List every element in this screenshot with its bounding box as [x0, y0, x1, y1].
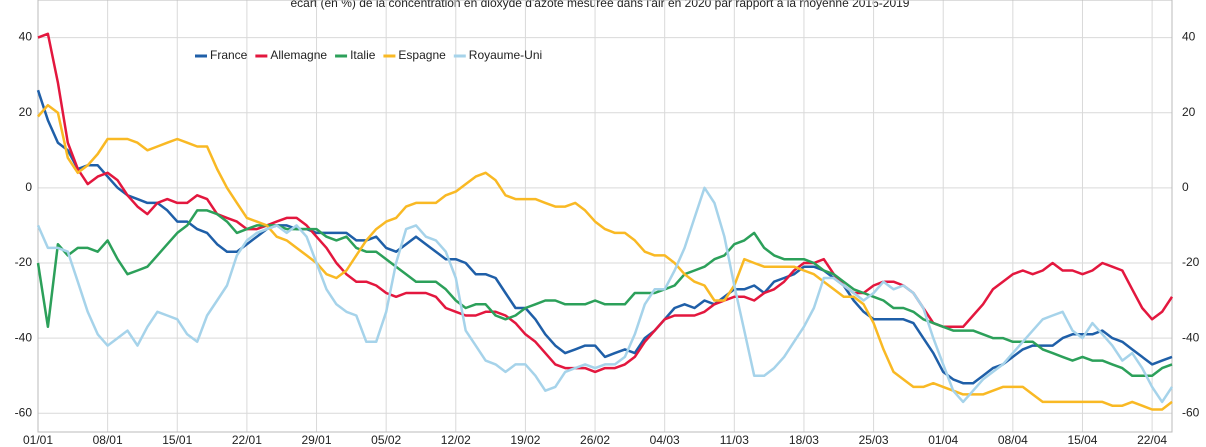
x-tick-label: 05/02 [371, 433, 401, 447]
x-tick-label: 29/01 [302, 433, 332, 447]
x-tick-label: 12/02 [441, 433, 471, 447]
y2-tick-label: -40 [1182, 330, 1200, 344]
x-tick-label: 08/04 [998, 433, 1028, 447]
x-tick-label: 08/01 [93, 433, 123, 447]
x-tick-label: 15/04 [1067, 433, 1097, 447]
line-series [37, 32, 1174, 374]
x-tick-label: 04/03 [650, 433, 680, 447]
y2-tick-label: -20 [1182, 255, 1200, 269]
chart-title: écart (en %) de la concentration en diox… [291, 0, 910, 10]
y-tick-label: 0 [25, 180, 32, 194]
x-tick-label: 22/04 [1137, 433, 1167, 447]
x-tick-label: 11/03 [720, 433, 749, 447]
legend-label: Allemagne [270, 48, 327, 62]
legend-label: Espagne [398, 48, 446, 62]
x-tick-label: 25/03 [859, 433, 889, 447]
line-series [37, 103, 1173, 411]
legend-label: France [210, 48, 248, 62]
line-series [36, 209, 1173, 377]
y-tick-label: 40 [19, 30, 33, 44]
legend-label: Italie [350, 48, 376, 62]
plot-frame [37, 0, 1173, 433]
y-tick-label: 20 [19, 105, 33, 119]
x-tick-label: 19/02 [510, 433, 540, 447]
y-tick-label: -20 [15, 255, 33, 269]
x-tick-label: 26/02 [580, 433, 610, 447]
line-series [36, 186, 1174, 404]
y2-tick-label: -60 [1182, 405, 1200, 419]
x-tick-label: 18/03 [789, 433, 819, 447]
y-tick-label: -40 [15, 330, 33, 344]
line-series [36, 89, 1173, 385]
x-tick-label: 15/01 [162, 433, 192, 447]
y2-tick-label: 20 [1182, 105, 1196, 119]
y2-tick-label: 0 [1182, 180, 1189, 194]
y-tick-label: -60 [15, 405, 33, 419]
x-tick-label: 22/01 [232, 433, 262, 447]
y2-tick-label: 40 [1182, 30, 1196, 44]
x-tick-label: 01/01 [23, 433, 53, 447]
legend-label: Royaume-Uni [469, 48, 542, 62]
x-tick-label: 01/04 [928, 433, 958, 447]
